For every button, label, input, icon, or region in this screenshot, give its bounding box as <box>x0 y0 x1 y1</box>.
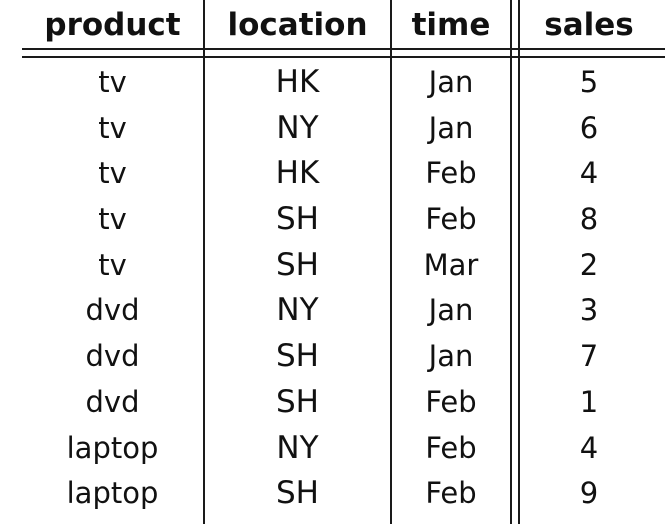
table-row: tv NY Jan 6 <box>0 106 670 152</box>
table-row: tv SH Feb 8 <box>0 197 670 243</box>
cell-sales: 4 <box>579 156 599 191</box>
cell-product: dvd <box>85 339 140 374</box>
cell-location: NY <box>276 292 319 329</box>
cell-location: SH <box>276 338 319 375</box>
cell-time: Mar <box>423 247 479 282</box>
header-time: time <box>411 7 491 43</box>
table-row: dvd SH Feb 1 <box>0 380 670 426</box>
cell-time: Jan <box>428 65 474 99</box>
cell-sales: 2 <box>579 247 599 282</box>
cell-time: Feb <box>425 156 477 191</box>
column-divider <box>390 0 392 524</box>
table-row: dvd NY Jan 3 <box>0 288 670 334</box>
cell-product: dvd <box>85 293 140 328</box>
cell-sales: 4 <box>579 430 599 465</box>
table-row: laptop SH Feb 9 <box>0 471 670 517</box>
cell-time: Jan <box>428 110 474 145</box>
cell-location: SH <box>276 246 319 283</box>
cell-product: tv <box>98 202 127 237</box>
cell-location: NY <box>276 429 319 466</box>
cell-sales: 6 <box>579 110 599 145</box>
cell-product: tv <box>98 65 127 99</box>
column-divider <box>203 0 205 524</box>
table-row: laptop NY Feb 4 <box>0 426 670 472</box>
header-rule-top <box>22 48 665 50</box>
header-product: product <box>44 7 181 43</box>
cell-product: laptop <box>66 476 159 511</box>
cell-location: SH <box>276 201 319 238</box>
cell-sales: 8 <box>579 202 599 237</box>
cell-sales: 5 <box>579 65 599 99</box>
cell-sales: 9 <box>579 476 599 511</box>
cell-location: SH <box>276 475 319 512</box>
cell-product: dvd <box>85 384 140 419</box>
cell-product: laptop <box>66 430 159 465</box>
table-row: tv SH Mar 2 <box>0 243 670 289</box>
table-body: tv HK Jan 5 tv NY Jan 6 tv HK Feb 4 tv SH Feb 8 tv SH Mar 2… <box>0 60 670 517</box>
cell-product: tv <box>98 247 127 282</box>
cell-time: Feb <box>425 476 477 511</box>
header-location: location <box>227 7 368 43</box>
cell-location: NY <box>276 109 319 146</box>
header-rule-bottom <box>22 56 665 58</box>
cell-time: Jan <box>428 339 474 374</box>
cell-sales: 3 <box>579 293 599 328</box>
cell-location: SH <box>276 383 319 420</box>
cell-time: Feb <box>425 384 477 419</box>
cell-location: HK <box>275 155 320 192</box>
table-row: tv HK Jan 5 <box>0 60 670 106</box>
cell-time: Jan <box>428 293 474 328</box>
header-sales: sales <box>544 7 634 43</box>
double-column-divider-right <box>518 0 520 524</box>
table-row: dvd SH Jan 7 <box>0 334 670 380</box>
cell-sales: 7 <box>579 339 599 374</box>
double-column-divider-left <box>510 0 512 524</box>
table-row: tv HK Feb 4 <box>0 151 670 197</box>
cell-location: HK <box>275 64 320 100</box>
cell-product: tv <box>98 156 127 191</box>
cell-time: Feb <box>425 202 477 237</box>
cell-product: tv <box>98 110 127 145</box>
cell-time: Feb <box>425 430 477 465</box>
cell-sales: 1 <box>579 384 599 419</box>
